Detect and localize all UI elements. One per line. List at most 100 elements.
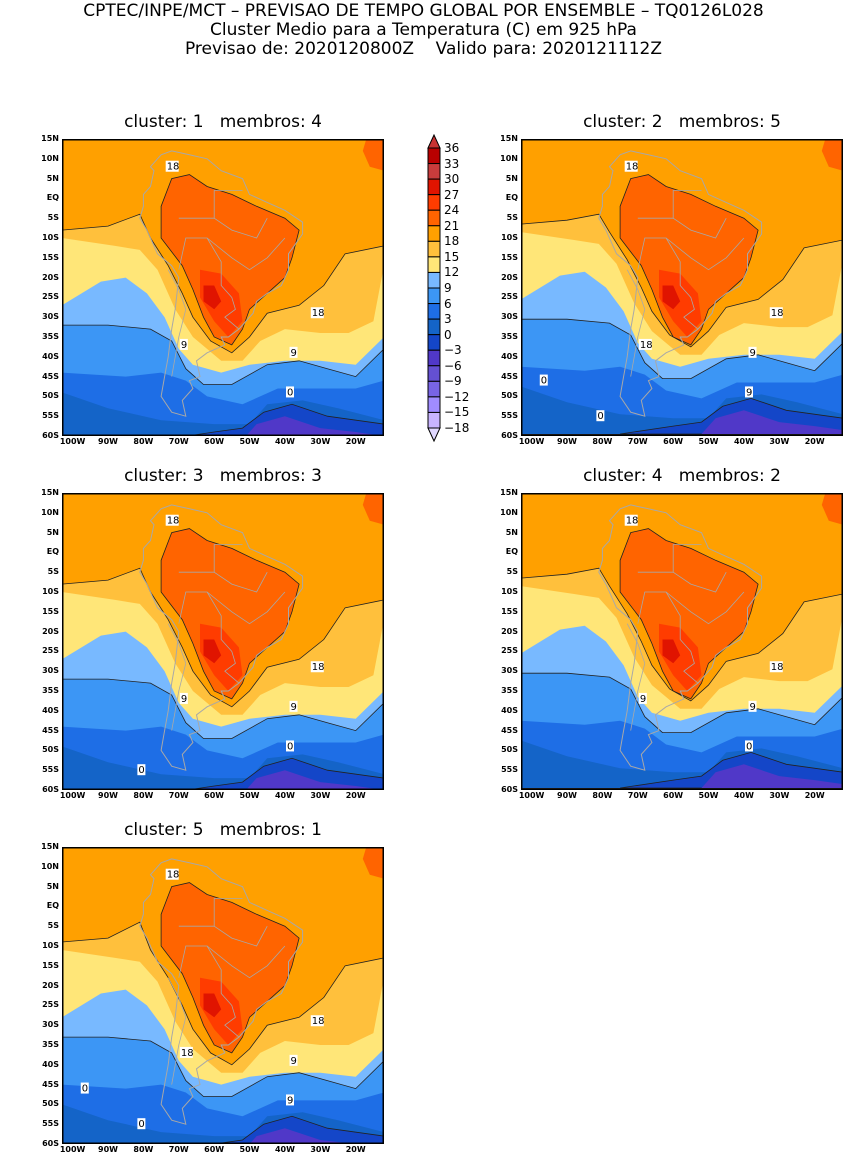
latitude-tick-label: 5N [505,173,518,183]
longitude-tick-label: 30W [310,437,331,446]
contour-label: 9 [289,1054,298,1067]
colorbar-swatch [427,194,441,211]
map-frame [62,139,384,436]
longitude-tick-label: 40W [733,437,754,446]
latitude-tick-label: 30S [42,666,59,676]
latitude-tick-label: 55S [42,411,59,421]
latitude-tick-label: 25S [501,646,518,656]
latitude-tick-label: EQ [505,547,518,557]
colorbar-swatch [427,380,441,398]
contour-label: 18 [165,160,180,173]
colorbar-under-arrow [427,427,441,443]
colorbar-label: 0 [444,327,452,342]
svg-text:18: 18 [181,1048,194,1059]
latitude-tick-label: 15S [501,252,518,262]
longitude-tick-label: 20W [345,437,366,446]
svg-text:9: 9 [746,387,752,398]
contour-label: 9 [748,700,757,713]
latitude-tick-label: 15S [42,960,59,970]
colorbar-swatch [427,178,441,196]
latitude-tick-label: 10N [41,507,59,517]
latitude-tick-label: 10N [41,861,59,871]
longitude-tick-label: 50W [239,1145,260,1154]
latitude-tick-label: 40S [42,351,59,361]
contour-label: 18 [179,1046,194,1059]
latitude-tick-label: 5S [506,567,518,577]
longitude-tick-label: 40W [274,437,295,446]
temperature-band [362,493,384,525]
country-border [665,237,745,271]
country-border [637,544,702,573]
longitude-tick-label: 20W [804,791,825,800]
latitude-tick-label: 50S [42,1099,59,1109]
longitude-tick-label: 60W [663,437,684,446]
latitude-tick-label: 5S [47,213,59,223]
latitude-tick-label: 25S [501,292,518,302]
country-border [665,591,745,625]
latitude-tick-label: 5N [505,527,518,537]
temperature-band [160,528,300,700]
contour-label: 0 [80,1082,89,1095]
colorbar-swatch [427,147,441,165]
latitude-tick-label: 55S [42,1119,59,1129]
latitude-tick-label: 30S [42,1020,59,1030]
colorbar-swatch [427,225,441,242]
contour-label: 18 [310,1015,325,1027]
colorbar-label: −6 [444,358,462,373]
contour-label: 0 [596,410,605,422]
longitude-tick-label: 70W [627,437,648,446]
latitude-tick-label: 15N [500,488,518,497]
svg-text:18: 18 [167,162,180,173]
map-frame [62,847,384,1144]
latitude-tick-label: 45S [501,371,518,381]
country-border [626,623,646,731]
temperature-band [362,847,384,879]
country-border [167,977,187,1085]
latitude-tick-label: 25S [42,292,59,302]
colorbar-label: 33 [444,156,460,171]
country-border [637,190,702,219]
colorbar-label: −15 [444,405,470,420]
colorbar-swatch [427,256,441,273]
coastline [598,150,763,417]
svg-text:0: 0 [597,411,603,422]
colorbar-label: −18 [444,421,470,435]
country-border [637,237,699,330]
longitude-tick-label: 60W [663,791,684,800]
colorbar-swatch [427,303,441,320]
longitude-tick-label: 80W [133,437,154,446]
coastline [139,150,304,417]
country-border [178,237,240,330]
contour-label: 18 [769,307,784,319]
country-border [672,217,727,239]
colorbar-label: 3 [444,312,452,327]
country-border [178,591,240,684]
latitude-tick-label: 20S [42,626,59,636]
temperature-band [821,493,843,525]
latitude-tick-label: 50S [501,391,518,401]
contour-label: 9 [638,692,647,705]
country-border [178,190,243,219]
colorbar-swatch [427,163,441,180]
svg-text:9: 9 [640,694,646,705]
contour-label: 0 [137,1118,146,1130]
contour-label: 0 [745,740,753,752]
colorbar-swatch [427,240,441,258]
temperature-band [203,639,222,664]
colorbar-swatch [427,396,441,413]
latitude-tick-label: 30S [501,666,518,676]
latitude-tick-label: 10S [501,233,518,242]
latitude-tick-label: 25S [42,646,59,656]
country-border [178,544,243,573]
latitude-tick-label: 50S [42,745,59,755]
svg-text:9: 9 [181,340,187,351]
latitude-tick-label: 10N [41,153,59,163]
latitude-tick-label: 5S [47,921,59,931]
temperature-band [662,639,681,664]
latitude-tick-label: 35S [42,686,59,695]
colorbar-label: −9 [444,374,462,389]
latitude-tick-label: 20S [501,272,518,282]
longitude-tick-label: 90W [98,437,118,446]
latitude-tick-label: 20S [42,272,59,282]
latitude-tick-label: EQ [46,193,59,203]
